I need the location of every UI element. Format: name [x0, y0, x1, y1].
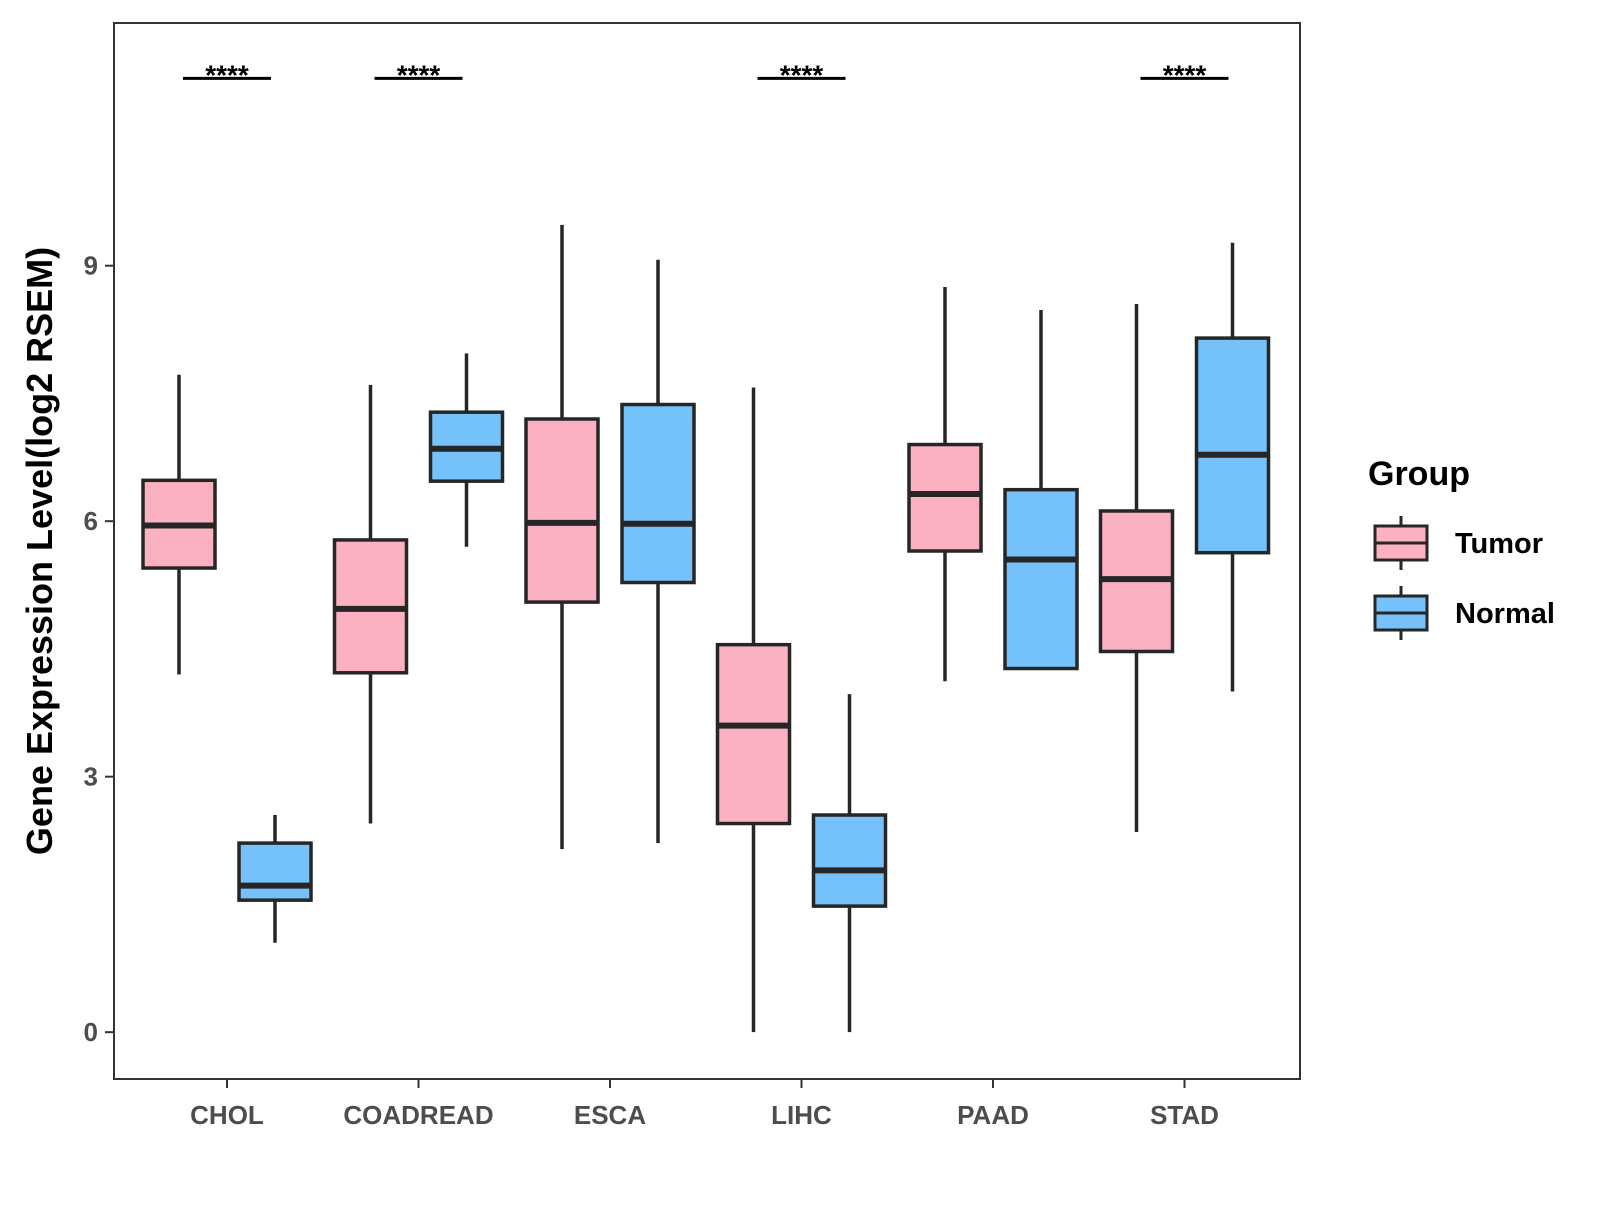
significance-layer: **** **** **** **** — [183, 59, 1229, 90]
significance-label-stad: **** — [1163, 59, 1207, 90]
significance-label-coadread: **** — [397, 59, 441, 90]
box-body-stad-normal — [1194, 336, 1271, 555]
y-axis-title: Gene Expression Level(log2 RSEM) — [19, 247, 60, 855]
box-paad-normal — [1003, 309, 1079, 671]
box-stad-normal — [1194, 242, 1271, 692]
plot-panel-border — [113, 22, 1301, 1080]
x-tick-label-chol: CHOL — [190, 1100, 264, 1130]
box-chol-normal — [237, 815, 313, 943]
box-body-esca-tumor — [524, 417, 600, 604]
box-body-paad-tumor — [907, 442, 983, 553]
box-body-lihc-normal — [811, 813, 888, 908]
y-tick-label-6: 6 — [84, 506, 98, 536]
x-tick-label-stad: STAD — [1150, 1100, 1219, 1130]
x-tick-label-coadread: COADREAD — [343, 1100, 493, 1130]
box-body-chol-normal — [237, 841, 313, 902]
significance-label-chol: **** — [205, 59, 249, 90]
x-tick-label-esca: ESCA — [574, 1100, 646, 1130]
box-stad-tumor — [1098, 304, 1175, 833]
box-esca-normal — [620, 259, 696, 844]
legend-title: Group — [1368, 455, 1470, 493]
y-axis: 0 3 6 9 — [84, 251, 114, 1047]
box-body-lihc-tumor — [715, 642, 792, 826]
box-coadread-tumor — [332, 384, 409, 824]
legend-item-tumor: Tumor — [1373, 516, 1543, 570]
y-tick-label-9: 9 — [84, 251, 98, 281]
x-tick-label-lihc: LIHC — [771, 1100, 832, 1130]
box-body-esca-normal — [620, 402, 696, 585]
box-coadread-normal — [428, 353, 505, 547]
legend-label-normal: Normal — [1455, 598, 1555, 630]
box-lihc-normal — [811, 694, 888, 1033]
y-tick-label-3: 3 — [84, 762, 98, 792]
y-tick-label-0: 0 — [84, 1017, 98, 1047]
legend: Group Tumor Normal — [1368, 455, 1555, 640]
significance-label-lihc: **** — [780, 59, 824, 90]
box-paad-tumor — [907, 287, 983, 682]
x-tick-label-paad: PAAD — [957, 1100, 1029, 1130]
x-axis: CHOL COADREAD ESCA LIHC PAAD STAD — [190, 1079, 1219, 1130]
box-chol-tumor — [141, 374, 217, 675]
box-body-paad-normal — [1003, 487, 1079, 671]
boxes-layer — [141, 224, 1271, 1033]
box-esca-tumor — [524, 224, 600, 850]
legend-label-tumor: Tumor — [1455, 528, 1543, 560]
legend-item-normal: Normal — [1373, 586, 1555, 640]
box-lihc-tumor — [715, 387, 792, 1033]
